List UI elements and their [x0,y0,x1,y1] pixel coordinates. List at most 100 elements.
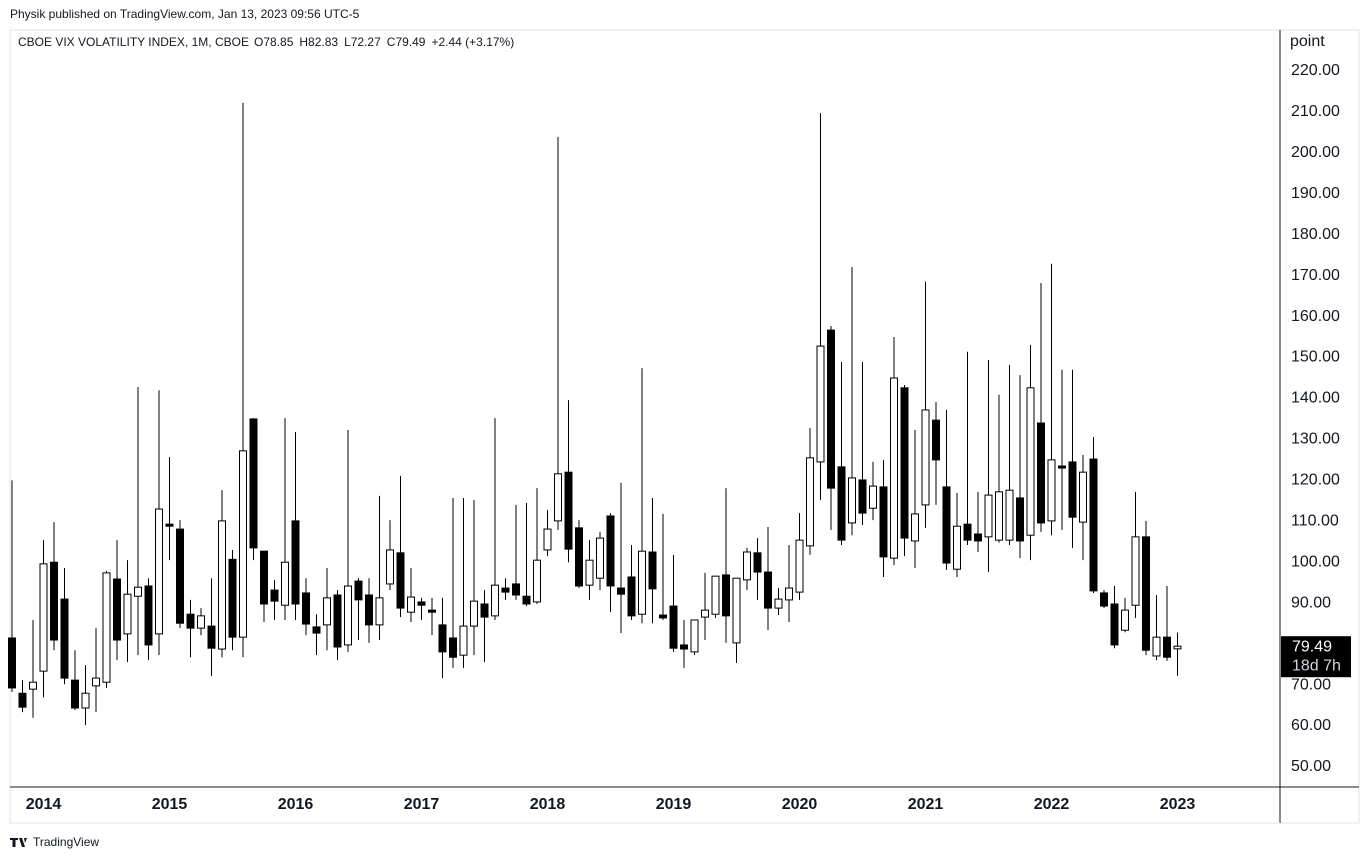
y-tick-label: 180.00 [1291,226,1340,243]
candle-body [522,595,531,605]
candle-body [29,681,37,690]
candle-body [18,692,27,708]
y-tick-label: 200.00 [1291,144,1340,161]
candle-body [1110,603,1119,646]
candle-body [1173,645,1182,650]
candle-body [627,576,636,617]
candle-body [71,679,79,709]
candle-body [795,539,804,593]
candle-body [155,508,163,635]
candle-body [92,677,100,687]
candle-body [449,637,457,658]
candle-body [680,644,688,650]
y-tick-label: 160.00 [1291,308,1340,325]
brand-logo [10,838,27,847]
candle-body [113,578,121,641]
candle-body [1100,592,1108,607]
y-tick-label: 150.00 [1291,349,1340,366]
candle-body [1005,489,1014,541]
candle-body [81,692,90,709]
y-axis-label: point [1290,33,1325,50]
candle-body [533,559,541,603]
published-note: Physik published on TradingView.com, Jan… [10,7,360,21]
ohlc-value: O78.85 [254,35,294,49]
candle-body [323,597,331,626]
y-tick-label: 130.00 [1291,431,1340,448]
candle-body [165,523,174,527]
candle-body [333,594,342,648]
candle-body [617,587,625,595]
candle-body [50,561,58,641]
candle-body [1121,609,1129,631]
candle-body [869,485,877,509]
candle-body [575,527,583,587]
candle-body [1079,471,1087,523]
candle-body [743,551,751,581]
y-tick-label: 110.00 [1291,513,1339,530]
y-tick-label: 90.00 [1291,594,1331,611]
candle-body [984,494,993,538]
candle-body [501,587,510,593]
x-tick-label: 2022 [1034,796,1070,813]
y-tick-label: 220.00 [1291,62,1340,79]
brand-name: TradingView [33,835,99,849]
candle-body [921,409,930,506]
candle-body [806,457,814,547]
candle-body [249,418,258,549]
candle-body [480,603,489,618]
y-tick-label: 170.00 [1291,267,1340,284]
candle-body [270,589,279,602]
x-tick-label: 2021 [908,796,944,813]
chart-title: CBOE VIX VOLATILITY INDEX, 1M, CBOE [18,35,249,49]
candle-body [606,515,615,587]
candle-body [218,520,226,650]
candles [8,102,1182,726]
candle-body [900,387,909,539]
candle-body [1142,536,1150,651]
candle-body [1152,636,1161,657]
y-tick-label: 70.00 [1291,676,1331,693]
candle-body [1068,461,1077,518]
candle-body [375,597,384,626]
candle-body [995,491,1003,541]
x-axis: 2014 2015 2016 2017 2018 2019 2020 2021 2022 2023 [26,796,1196,813]
y-tick-label: 50.00 [1291,758,1331,775]
candle-body [176,528,184,624]
candle-body [102,572,111,683]
candle-body [1037,422,1045,524]
candle-body [459,625,468,656]
candle-body [365,594,373,626]
candle-body [816,345,825,463]
candle-body [396,552,405,609]
candle-body [291,520,300,605]
candle-body [428,609,436,613]
candle-body [123,593,132,635]
candle-body [690,619,699,653]
candle-body [963,523,972,541]
candle-body [879,486,888,558]
candle-body [701,609,709,618]
candle-body [848,477,856,524]
candle-body [491,584,499,617]
x-tick-label: 2018 [530,796,566,813]
candle-body [354,580,363,601]
candle-body [564,471,573,550]
candle-body [134,586,142,597]
x-tick-label: 2017 [404,796,440,813]
candle-body [8,637,16,689]
candle-body [837,466,846,541]
candle-body [711,575,720,615]
candle-body [1047,459,1056,522]
candle-body [1163,636,1171,658]
candle-body [302,592,310,625]
price-tag-box [1281,636,1351,678]
x-tick-label: 2020 [782,796,818,813]
ohlc-value: H82.83 [299,35,338,49]
y-tick-label: 120.00 [1291,472,1340,489]
y-tick-label: 100.00 [1291,553,1340,570]
y-tick-label: 210.00 [1291,103,1340,120]
candle-body [827,329,835,489]
candle-body [417,601,426,606]
